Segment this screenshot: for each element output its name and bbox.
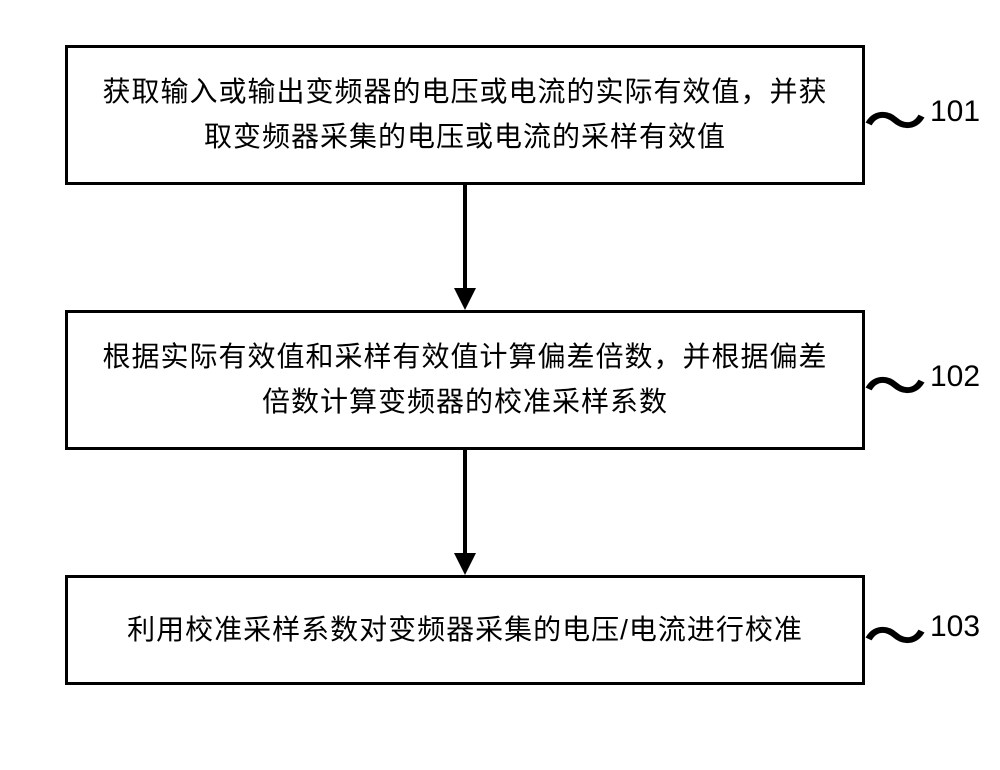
step-box-101: 获取输入或输出变频器的电压或电流的实际有效值，并获 取变频器采集的电压或电流的采… bbox=[65, 45, 865, 185]
step-label-103: 103 bbox=[930, 610, 980, 644]
step-box-102: 根据实际有效值和采样有效值计算偏差倍数，并根据偏差 倍数计算变频器的校准采样系数 bbox=[65, 310, 865, 450]
connector-tilde-103: 〜 bbox=[864, 594, 926, 671]
flowchart-canvas: 获取输入或输出变频器的电压或电流的实际有效值，并获 取变频器采集的电压或电流的采… bbox=[0, 0, 1000, 770]
connector-tilde-101: 〜 bbox=[864, 79, 926, 156]
arrow-head-2 bbox=[454, 553, 476, 575]
arrow-line-2 bbox=[463, 450, 467, 553]
step-text-103: 利用校准采样系数对变频器采集的电压/电流进行校准 bbox=[127, 608, 803, 653]
arrow-head-1 bbox=[454, 288, 476, 310]
arrow-line-1 bbox=[463, 185, 467, 288]
step-label-101: 101 bbox=[930, 95, 980, 129]
connector-tilde-102: 〜 bbox=[864, 344, 926, 421]
step-label-102: 102 bbox=[930, 360, 980, 394]
step-text-102: 根据实际有效值和采样有效值计算偏差倍数，并根据偏差 倍数计算变频器的校准采样系数 bbox=[98, 335, 832, 425]
step-box-103: 利用校准采样系数对变频器采集的电压/电流进行校准 bbox=[65, 575, 865, 685]
step-text-101: 获取输入或输出变频器的电压或电流的实际有效值，并获 取变频器采集的电压或电流的采… bbox=[98, 70, 832, 160]
